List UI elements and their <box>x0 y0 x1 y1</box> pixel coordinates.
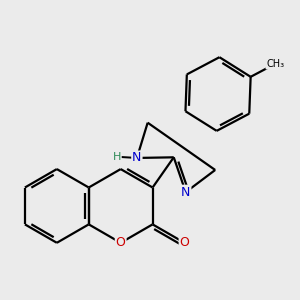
Text: N: N <box>181 186 190 199</box>
Text: O: O <box>116 236 126 249</box>
Text: CH₃: CH₃ <box>266 59 284 69</box>
Text: O: O <box>180 236 190 249</box>
Text: N: N <box>132 152 142 164</box>
Text: H: H <box>112 152 121 162</box>
